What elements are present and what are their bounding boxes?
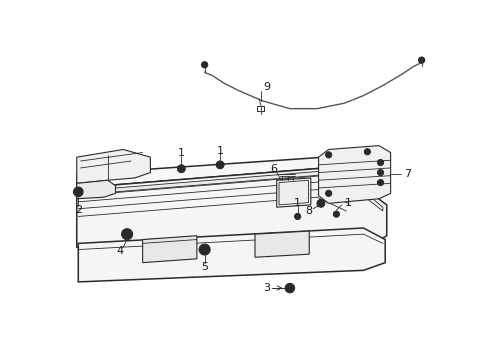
Circle shape	[201, 247, 208, 253]
Circle shape	[364, 149, 370, 155]
Circle shape	[201, 62, 208, 68]
Circle shape	[199, 244, 210, 255]
Text: 7: 7	[405, 169, 412, 179]
Polygon shape	[277, 178, 311, 207]
Polygon shape	[77, 157, 325, 188]
Circle shape	[294, 213, 301, 220]
Text: 1: 1	[178, 148, 185, 158]
Text: 2: 2	[75, 205, 82, 215]
Polygon shape	[77, 180, 116, 199]
Circle shape	[285, 283, 294, 293]
Polygon shape	[77, 149, 150, 183]
Circle shape	[177, 165, 185, 172]
Circle shape	[333, 211, 340, 217]
Text: 3: 3	[263, 283, 270, 293]
Text: 4: 4	[117, 246, 123, 256]
Text: 1: 1	[345, 198, 352, 208]
Circle shape	[377, 159, 384, 166]
Circle shape	[216, 161, 224, 169]
Bar	[257, 106, 264, 111]
Circle shape	[317, 199, 325, 207]
Circle shape	[288, 286, 292, 291]
Circle shape	[76, 189, 81, 194]
Polygon shape	[78, 171, 383, 211]
Text: 9: 9	[263, 82, 270, 92]
Circle shape	[124, 231, 130, 237]
Text: 1: 1	[294, 198, 301, 208]
Polygon shape	[255, 231, 309, 257]
Polygon shape	[78, 228, 385, 282]
Polygon shape	[143, 236, 197, 263]
Polygon shape	[318, 145, 391, 203]
Circle shape	[325, 190, 332, 197]
Circle shape	[377, 180, 384, 186]
Circle shape	[418, 57, 425, 63]
Text: 5: 5	[201, 262, 208, 272]
Circle shape	[122, 229, 133, 239]
Circle shape	[325, 152, 332, 158]
Polygon shape	[77, 168, 387, 259]
Text: 6: 6	[270, 164, 277, 174]
Circle shape	[377, 170, 384, 176]
Circle shape	[74, 187, 83, 197]
Text: 1: 1	[217, 146, 223, 156]
Text: 8: 8	[306, 206, 313, 216]
